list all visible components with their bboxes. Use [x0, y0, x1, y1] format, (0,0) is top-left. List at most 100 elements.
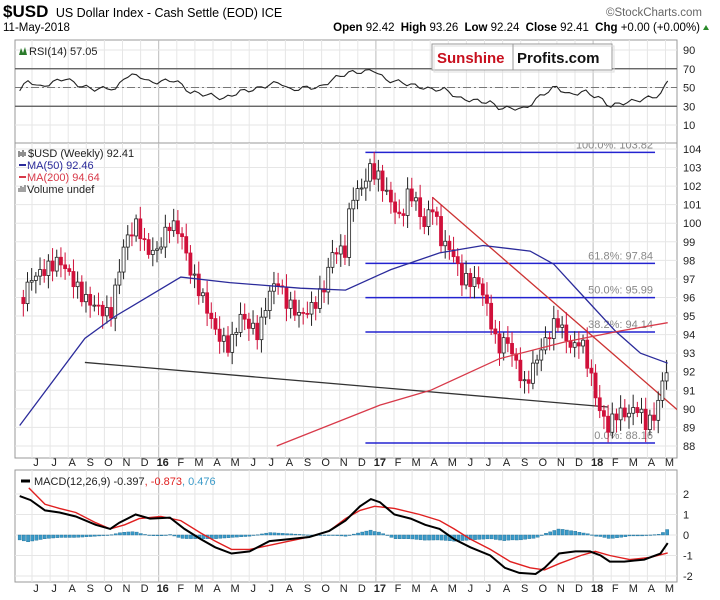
candle-up	[610, 413, 615, 433]
candle-down	[602, 410, 606, 417]
macd-histogram-bar	[76, 534, 80, 538]
macd-histogram-bar	[335, 534, 339, 536]
price-ytick-label: 97	[683, 274, 695, 286]
candle-up	[359, 187, 364, 190]
candle-up	[259, 316, 264, 341]
candle-up	[351, 199, 356, 210]
price-x-tick-label: N	[557, 457, 565, 469]
macd-histogram-bar	[648, 534, 653, 536]
macd-histogram-bar	[30, 534, 35, 542]
macd-histogram-bar	[402, 534, 406, 539]
price-x-tick-label: J	[486, 457, 492, 469]
candle-down	[622, 407, 627, 418]
candle-down	[372, 163, 377, 180]
candle-down	[138, 218, 143, 240]
ma200-legend-label: MA(200) 94.64	[27, 172, 100, 184]
open-label: Open	[333, 22, 362, 34]
macd-histogram-bar	[97, 534, 101, 537]
price-x-tick-label: S	[87, 457, 94, 469]
chg-label: Chg	[595, 22, 617, 34]
date-label: 11-May-2018	[3, 22, 70, 34]
macd-histogram-bar	[427, 534, 431, 541]
candle-down	[59, 256, 63, 266]
macd-x-tick-label: J	[51, 583, 57, 595]
macd-histogram-bar	[93, 534, 97, 537]
macd-histogram-bar	[473, 534, 477, 540]
candle-down	[564, 324, 569, 342]
candle-down	[447, 240, 452, 251]
candle-down	[434, 211, 439, 217]
price-ytick-label: 101	[683, 200, 701, 212]
macd-histogram-bar	[180, 534, 185, 539]
macd-histogram-bar	[134, 531, 139, 536]
ma200-line	[276, 322, 668, 447]
macd-histogram-bar	[230, 534, 235, 538]
price-x-tick-label: A	[503, 457, 511, 469]
instrument-name: US Dollar Index - Cash Settle (EOD) ICE	[56, 6, 282, 20]
candle-down	[480, 283, 485, 296]
candle-up	[84, 294, 88, 303]
candle-up	[230, 333, 235, 353]
candle-up	[551, 318, 556, 339]
candle-down	[42, 269, 47, 276]
signal-legend-value: , -0.873	[145, 476, 182, 488]
price-x-tick-label: S	[304, 457, 311, 469]
macd-histogram-bar	[34, 534, 39, 541]
macd-histogram-bar	[289, 533, 294, 536]
candle-up	[134, 218, 139, 237]
candle-down	[526, 379, 531, 384]
macd-histogram-bar	[239, 534, 243, 538]
price-ytick-label: 96	[683, 292, 695, 304]
macd-histogram-bar	[80, 534, 85, 538]
low-value: 92.24	[491, 22, 520, 34]
candle-down	[505, 337, 510, 344]
high-label: High	[401, 22, 427, 34]
candle-icon	[18, 150, 26, 157]
macd-histogram-bar	[118, 532, 122, 536]
candle-down	[276, 283, 281, 287]
price-x-tick-label: F	[395, 457, 402, 469]
price-x-tick-label: A	[648, 457, 656, 469]
macd-histogram-bar	[322, 534, 327, 536]
fib-level-label: 0.0%: 88.16	[594, 430, 653, 442]
macd-histogram-bar	[527, 534, 532, 539]
price-legend-label: $USD (Weekly) 92.41	[28, 148, 134, 160]
candle-down	[88, 294, 93, 306]
macd-histogram-bar	[423, 534, 427, 541]
macd-histogram-bar	[55, 534, 60, 538]
macd-x-tick-label: N	[340, 583, 348, 595]
candle-up	[155, 248, 159, 251]
candle-down	[63, 264, 67, 270]
macd-histogram-bar	[481, 534, 486, 540]
price-x-tick-label: J	[468, 457, 474, 469]
macd-histogram-bar	[640, 534, 644, 537]
price-x-tick-label: S	[521, 457, 528, 469]
candle-down	[597, 397, 602, 412]
candle-down	[476, 277, 481, 285]
macd-histogram-bar	[218, 534, 223, 539]
candle-down	[635, 407, 640, 414]
candle-up	[54, 256, 59, 272]
macd-histogram-bar	[164, 534, 168, 536]
rsi-ytick-label: 50	[683, 83, 695, 95]
price-ytick-label: 99	[683, 237, 695, 249]
macd-histogram-bar	[22, 534, 26, 542]
macd-x-tick-label: A	[213, 583, 221, 595]
macd-legend: MACD(12,26,9) -0.397, -0.873, 0.476	[21, 476, 216, 488]
rsi-ytick-label: 30	[683, 101, 695, 113]
candle-down	[213, 318, 218, 330]
macd-histogram-bar	[544, 533, 548, 536]
candle-down	[439, 216, 443, 247]
macd-histogram-bar	[293, 533, 298, 536]
price-ytick-label: 90	[683, 404, 695, 416]
macd-x-tick-label: O	[321, 583, 330, 595]
macd-histogram-bar	[631, 534, 636, 537]
price-ytick-label: 104	[683, 144, 701, 156]
candle-down	[422, 216, 427, 227]
macd-x-tick-label: 16	[157, 583, 169, 595]
price-x-tick-label: D	[575, 457, 583, 469]
macd-x-tick-label: M	[629, 583, 638, 595]
macd-legend-label: MACD(12,26,9) -0.397, -0.873, 0.476	[34, 476, 216, 488]
price-x-tick-label: J	[51, 457, 57, 469]
candle-up	[572, 342, 577, 348]
